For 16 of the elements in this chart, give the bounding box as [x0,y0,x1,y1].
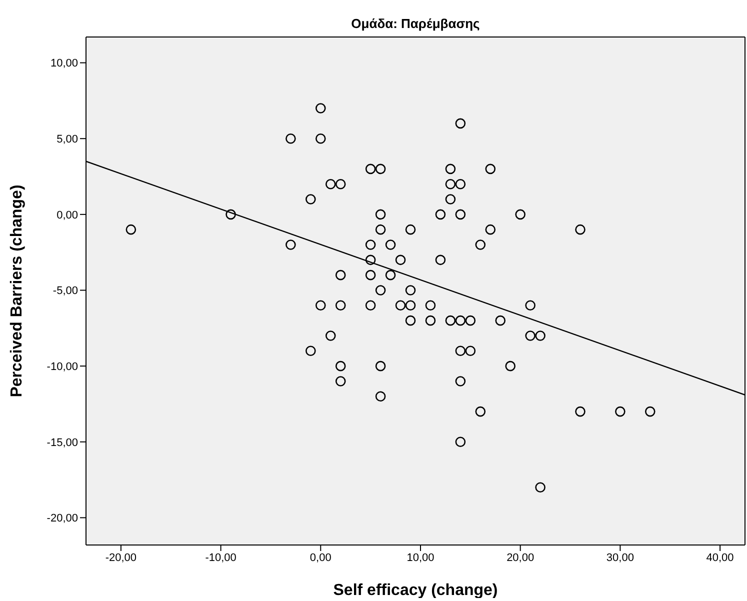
y-tick-label: -15,00 [46,436,78,449]
x-tick-label: 0,00 [310,552,332,564]
y-tick-label: 0,00 [56,209,78,222]
y-tick-label: 5,00 [56,134,78,146]
x-tick-label: 20,00 [506,552,534,564]
x-tick-label: -20,00 [105,552,137,564]
chart-title: Ομάδα: Παρέμβασης [350,16,481,31]
y-tick-label: -5,00 [52,285,78,298]
x-tick-label: 10,00 [406,552,434,564]
x-tick-label: 40,00 [706,552,734,564]
y-tick-label: -10,00 [46,360,78,373]
y-tick-label: -20,00 [46,512,78,525]
y-tick-label: 10,00 [50,58,78,70]
x-tick-label: 30,00 [606,552,634,564]
x-tick-label: -10,00 [205,552,236,564]
y-axis-title: Perceived Barriers (change) [8,184,26,398]
